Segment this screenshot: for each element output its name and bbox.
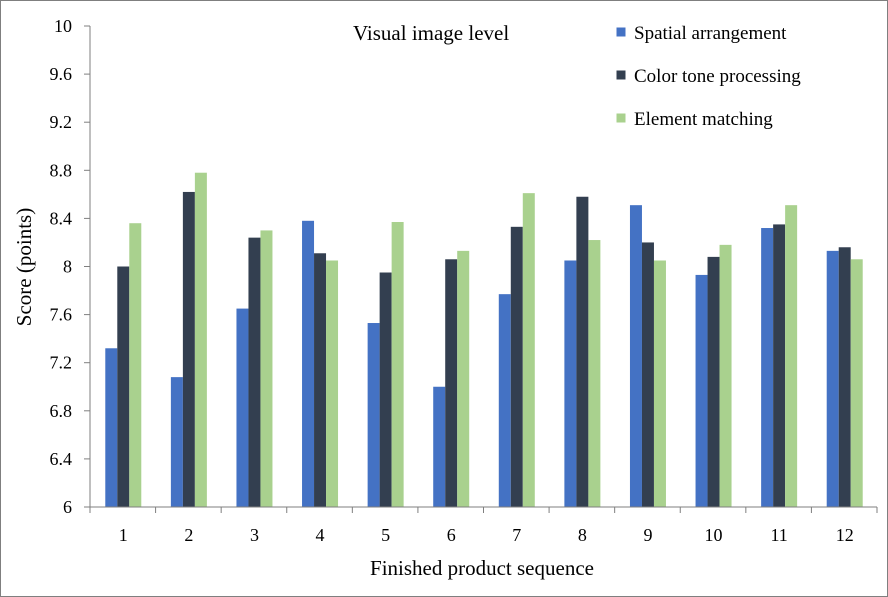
x-tick-label: 6 [447,525,456,545]
bar-series1-cat9 [629,205,642,508]
bar-series3-cat12 [850,259,863,507]
legend: Spatial arrangement Color tone processing… [616,23,801,130]
bar-series3-cat6 [457,250,470,507]
legend-label-series1: Spatial arrangement [634,23,787,44]
axes-layer [84,25,878,513]
x-tick-label: 3 [250,525,259,545]
bar-series1-cat10 [695,274,708,507]
bar-series2-cat2 [182,191,195,507]
bar-series3-cat9 [653,260,666,507]
bar-series3-cat5 [391,222,404,507]
legend-swatch-series2 [616,70,626,80]
bar-series2-cat5 [379,272,392,507]
bar-series2-cat6 [445,259,458,507]
bar-series1-cat11 [761,228,774,507]
bar-series3-cat3 [260,230,273,508]
bar-series3-cat11 [785,205,798,508]
bar-series3-cat2 [194,172,207,507]
x-tick-label: 12 [836,525,854,545]
y-tick-label: 10 [54,16,72,36]
y-tick-label: 8 [63,257,72,277]
bar-series2-cat12 [838,247,851,507]
bar-series2-cat9 [641,242,654,507]
bar-series2-cat3 [248,237,261,507]
x-tick-label: 1 [119,525,128,545]
y-tick-label: 6 [63,497,72,517]
x-tick-label: 4 [316,525,325,545]
legend-label-series2: Color tone processing [634,66,801,87]
bar-series2-cat4 [314,253,327,507]
y-tick-label: 6.8 [50,401,73,421]
y-tick-label: 9.6 [50,64,73,84]
x-axis-title: Finished product sequence [370,556,594,580]
chart-title: Visual image level [353,21,509,45]
bar-series2-cat11 [773,224,786,507]
bar-series1-cat8 [564,260,577,507]
bar-series1-cat1 [105,348,118,507]
bar-series3-cat1 [129,223,142,507]
y-tick-label: 8.8 [50,160,73,180]
bar-series1-cat3 [236,308,249,507]
y-tick-label: 7.6 [50,305,73,325]
legend-swatch-series1 [616,27,626,37]
x-tick-label: 5 [381,525,390,545]
bar-series1-cat5 [367,323,380,507]
bar-series1-cat7 [498,294,511,507]
y-tick-label: 7.2 [50,353,73,373]
bar-series3-cat10 [719,244,732,508]
x-tick-label: 9 [643,525,652,545]
x-tick-label: 11 [770,525,787,545]
bar-series3-cat7 [522,193,535,507]
x-tick-label: 10 [705,525,723,545]
bar-series1-cat12 [826,250,839,507]
y-tick-label: 6.4 [50,449,73,469]
bar-series3-cat4 [326,260,339,507]
legend-swatch-series3 [616,113,626,123]
y-axis-title: Score (points) [12,208,36,326]
legend-label-series3: Element matching [634,109,773,130]
x-tick-label: 7 [512,525,521,545]
bar-series2-cat7 [510,226,523,507]
bars-layer [105,172,863,508]
x-tick-label: 2 [184,525,193,545]
bar-series2-cat10 [707,256,720,507]
bar-series1-cat6 [433,386,446,507]
y-tick-label: 8.4 [50,208,73,228]
bar-series1-cat4 [302,220,315,508]
bar-series3-cat8 [588,240,601,508]
x-tick-label: 8 [578,525,587,545]
bar-series2-cat8 [576,196,589,507]
bar-series1-cat2 [170,377,183,507]
bar-series2-cat1 [117,266,130,507]
y-tick-label: 9.2 [50,112,73,132]
